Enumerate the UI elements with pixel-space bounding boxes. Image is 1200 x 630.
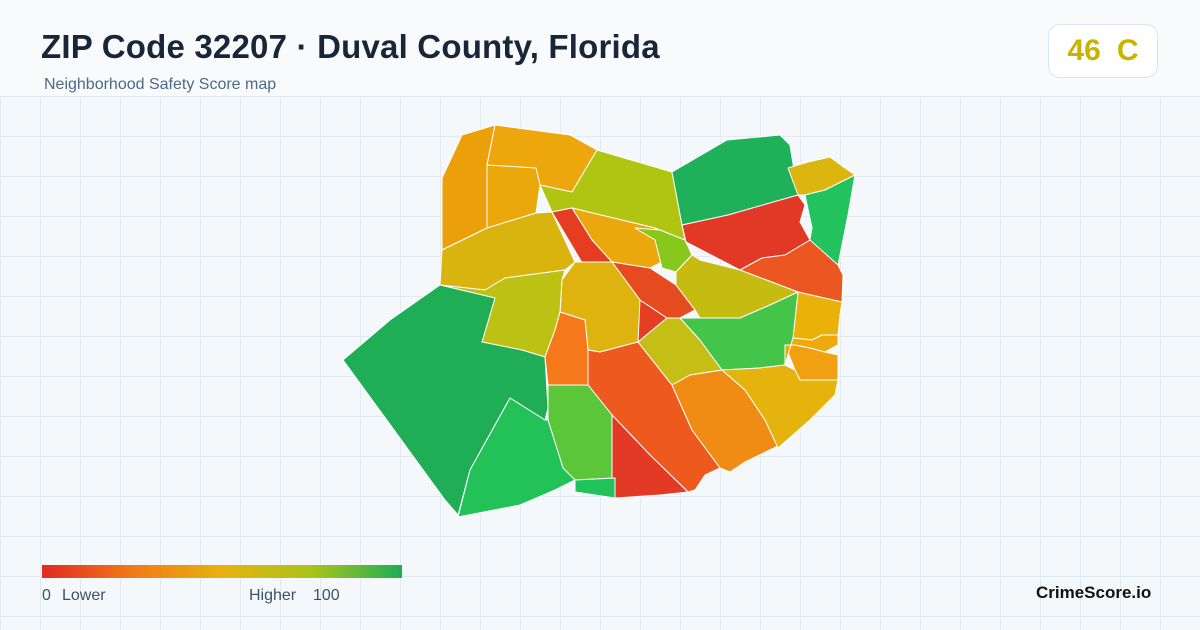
score-grade: C (1116, 34, 1139, 67)
map-region[interactable] (611, 261, 696, 319)
legend-max-value: 100 (313, 587, 340, 604)
score-badge: 46 C (1048, 24, 1158, 78)
brand-logo-text[interactable]: CrimeScore.io (1036, 583, 1152, 602)
score-value: 46 (1067, 34, 1101, 67)
map-region[interactable] (721, 364, 839, 449)
header-band (0, 0, 1200, 96)
map-region[interactable] (574, 477, 616, 499)
page-title: ZIP Code 32207 · Duval County, Florida (41, 28, 660, 65)
map-region[interactable] (457, 397, 576, 518)
map-region[interactable] (784, 334, 839, 366)
legend-high-label: Higher (249, 587, 297, 604)
map-region[interactable] (486, 164, 541, 229)
map-region[interactable] (804, 174, 856, 266)
legend-min-value: 0 (42, 587, 51, 604)
legend-gradient-bar (42, 565, 402, 578)
legend-low-label: Lower (62, 587, 106, 604)
page-subtitle: Neighborhood Safety Score map (44, 76, 277, 93)
